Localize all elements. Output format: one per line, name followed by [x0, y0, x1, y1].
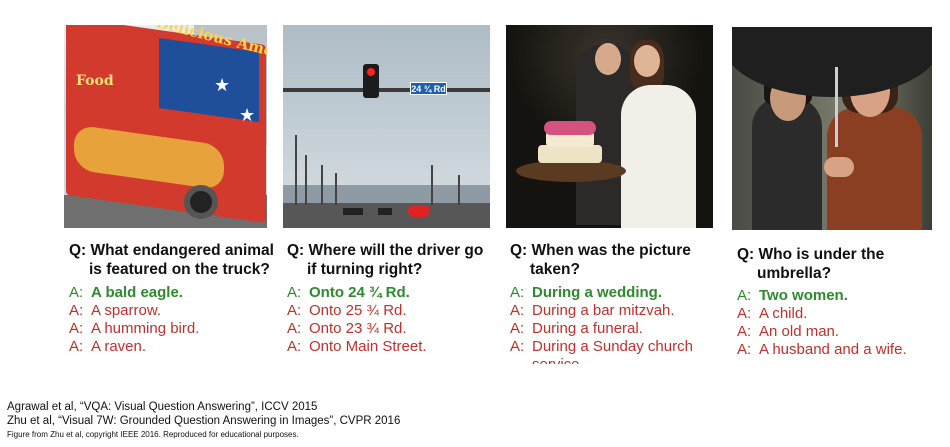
answer-wrong: A: During a funeral.	[510, 320, 643, 337]
umbrella-photo	[732, 27, 932, 230]
answers-1: A: A bald eagle. A: A sparrow. A: A humming…	[69, 284, 199, 356]
answer-wrong-continued: service	[510, 356, 693, 364]
reference-visual7w: Zhu et al, “Visual 7W: Grounded Question…	[7, 415, 401, 427]
question-2: Q: Where will the driver go if turning r…	[287, 242, 484, 278]
answer-wrong: A: A husband and a wife.	[737, 341, 907, 358]
answer-wrong: A: A humming bird.	[69, 320, 200, 337]
answer-wrong: A: A raven.	[69, 338, 147, 355]
food-truck-photo: ★ ★ Delicious American Food	[64, 25, 267, 228]
answer-wrong: A: Onto 23 ¾ Rd.	[287, 320, 407, 337]
figure-credit: Figure from Zhu et al, copyright IEEE 20…	[7, 430, 299, 439]
answer-wrong: A: A child.	[737, 305, 808, 322]
answer-wrong: A: During a bar mitzvah.	[510, 302, 675, 319]
question-3: Q: When was the picture taken?	[510, 242, 691, 278]
road-photo: 24 ¾ Rd	[283, 25, 490, 228]
answer-wrong: A: A sparrow.	[69, 302, 162, 319]
answers-4: A: Two women. A: A child. A: An old man. A:…	[737, 287, 907, 359]
answer-wrong: A: Onto 25 ¾ Rd.	[287, 302, 407, 319]
truck-food-text: Food	[76, 73, 114, 89]
answer-correct: A: Two women.	[737, 287, 848, 304]
answer-correct: A: A bald eagle.	[69, 284, 183, 301]
question-4: Q: Who is under the umbrella?	[737, 246, 885, 282]
street-sign: 24 ¾ Rd	[410, 82, 447, 95]
answer-wrong: A: During a Sunday church	[510, 338, 693, 355]
question-1: Q: What endangered animal is featured on…	[69, 242, 274, 278]
references: Agrawal et al, “VQA: Visual Question Ans…	[7, 400, 400, 440]
answer-correct: A: During a wedding.	[510, 284, 662, 301]
answers-3: A: During a wedding. A: During a bar mitzv…	[510, 284, 693, 364]
answer-wrong: A: An old man.	[737, 323, 840, 340]
answer-wrong: A: Onto Main Street.	[287, 338, 427, 355]
answer-correct: A: Onto 24 ¾ Rd.	[287, 284, 410, 301]
answers-2: A: Onto 24 ¾ Rd. A: Onto 25 ¾ Rd. A: Onto 2…	[287, 284, 427, 356]
wedding-photo	[506, 25, 713, 228]
reference-vqa: Agrawal et al, “VQA: Visual Question Ans…	[7, 401, 318, 413]
